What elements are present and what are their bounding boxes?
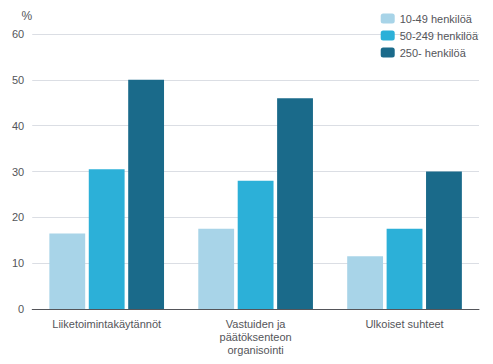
svg-text:Ulkoiset suhteet: Ulkoiset suhteet [365, 318, 443, 330]
svg-text:organisointi: organisointi [227, 344, 283, 356]
svg-text:250- henkilöä: 250- henkilöä [400, 47, 467, 59]
svg-text:20: 20 [12, 211, 24, 223]
svg-text:päätöksenteon: päätöksenteon [220, 331, 292, 343]
svg-text:%: % [22, 9, 33, 23]
svg-text:60: 60 [12, 28, 24, 40]
svg-text:Vastuiden ja: Vastuiden ja [226, 318, 287, 330]
svg-text:30: 30 [12, 166, 24, 178]
svg-text:10-49 henkilöä: 10-49 henkilöä [400, 13, 473, 25]
svg-text:50-249 henkilöä: 50-249 henkilöä [400, 30, 479, 42]
svg-text:0: 0 [18, 303, 24, 315]
svg-text:50: 50 [12, 74, 24, 86]
svg-text:40: 40 [12, 120, 24, 132]
svg-text:10: 10 [12, 257, 24, 269]
svg-text:Liiketoimintakäytännöt: Liiketoimintakäytännöt [52, 318, 161, 330]
